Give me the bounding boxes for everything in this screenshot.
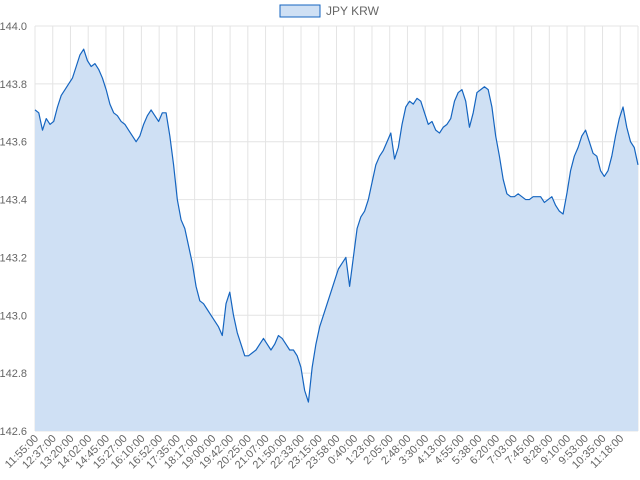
series-line [34,48,639,403]
legend-label: JPY KRW [326,4,380,18]
legend[interactable]: JPY KRW [279,4,380,18]
y-tick-label: 143.0 [0,310,27,322]
series-area-fill [35,49,638,431]
y-tick-label: 144.0 [0,21,27,33]
legend-swatch [279,4,321,18]
y-tick-label: 143.8 [0,79,27,91]
y-axis-ticks: 144.0 143.8 143.6 143.4 143.2 143.0 142.8 142.6 [0,21,27,438]
y-tick-label: 142.6 [0,426,27,438]
plot-area [34,48,639,431]
x-axis-ticks: 11:55:0012:37:0013:20:0014:02:0014:45:00… [3,433,626,472]
y-tick-label: 142.8 [0,368,27,380]
y-tick-label: 143.4 [0,195,27,207]
y-tick-label: 143.6 [0,137,27,149]
y-tick-label: 143.2 [0,252,27,264]
